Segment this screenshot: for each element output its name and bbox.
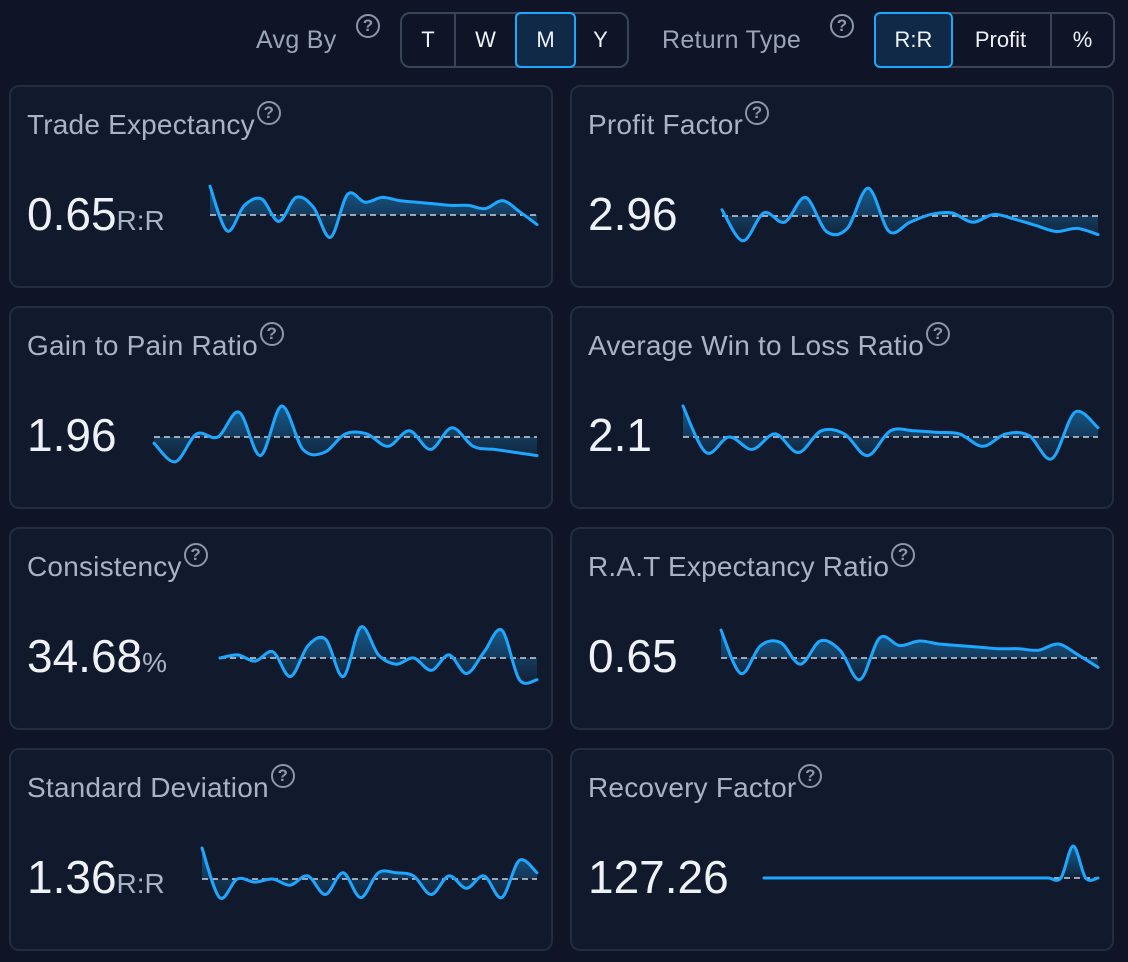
rat-expectancy-help-icon[interactable]: ? [891, 543, 916, 567]
sparkline-line [720, 186, 1100, 243]
return-type-help-icon[interactable]: ? [830, 14, 854, 38]
toolbar: Avg By ? T W M Y Return Type ? R:R Profi… [0, 0, 1128, 80]
std-dev-sparkline [200, 846, 539, 900]
card-value: 1.36R:R [27, 850, 165, 904]
card-title-text: Gain to Pain Ratio [27, 330, 258, 361]
avg-win-loss-help-icon[interactable]: ? [925, 322, 950, 346]
avg-by-label: Avg By [256, 26, 337, 54]
return-type-option-profit[interactable]: Profit [951, 14, 1052, 66]
sparkline-area [202, 848, 537, 899]
return-type-option-rr[interactable]: R:R [874, 12, 953, 68]
card-recovery-factor: Recovery Factor? 127.26 [570, 748, 1114, 951]
profit-factor-sparkline [720, 186, 1100, 243]
card-value: 1.96 [27, 408, 117, 462]
value-number: 2.1 [588, 409, 652, 461]
consistency-sparkline [218, 625, 539, 685]
value-number: 34.68 [27, 630, 143, 682]
card-trade-expectancy: Trade Expectancy? 0.65R:R [9, 85, 553, 288]
card-title: Trade Expectancy? [27, 101, 281, 141]
value-number: 1.96 [27, 409, 117, 461]
sparkline-area [721, 630, 1098, 680]
card-title: R.A.T Expectancy Ratio? [588, 543, 916, 583]
trade-expectancy-help-icon[interactable]: ? [256, 101, 281, 125]
card-rat-expectancy-ratio: R.A.T Expectancy Ratio? 0.65 [570, 527, 1114, 730]
card-title-text: Standard Deviation [27, 772, 269, 803]
sparkline-area [722, 188, 1098, 241]
card-value: 2.96 [588, 187, 678, 241]
card-title-text: Consistency [27, 551, 182, 582]
rat-expectancy-sparkline [719, 628, 1100, 682]
sparkline-area [764, 846, 1098, 881]
trade-expectancy-sparkline [208, 184, 539, 239]
return-type-label: Return Type [662, 26, 802, 54]
avg-by-help-icon[interactable]: ? [356, 14, 380, 38]
card-value: 0.65 [588, 629, 678, 683]
recovery-factor-help-icon[interactable]: ? [798, 764, 823, 788]
value-number: 0.65 [588, 630, 678, 682]
card-standard-deviation: Standard Deviation? 1.36R:R [9, 748, 553, 951]
card-title-text: Recovery Factor [588, 772, 797, 803]
std-dev-help-icon[interactable]: ? [270, 764, 295, 788]
card-value: 34.68% [27, 629, 167, 683]
avg-by-option-y[interactable]: Y [593, 27, 608, 52]
value-number: 0.65 [27, 188, 117, 240]
value-number: 2.96 [588, 188, 678, 240]
card-title-text: R.A.T Expectancy Ratio [588, 551, 890, 582]
sparkline-line [200, 846, 539, 900]
card-title: Standard Deviation? [27, 764, 295, 804]
sparkline-line [218, 625, 539, 685]
card-value: 2.1 [588, 408, 652, 462]
value-unit: R:R [116, 205, 165, 236]
value-number: 1.36 [27, 851, 117, 903]
sparkline-line [719, 628, 1100, 682]
card-title-text: Profit Factor [588, 109, 744, 140]
card-title-text: Trade Expectancy [27, 109, 255, 140]
card-gain-to-pain-ratio: Gain to Pain Ratio? 1.96 [9, 306, 553, 509]
recovery-factor-sparkline [762, 844, 1100, 882]
sparkline-line [152, 404, 539, 464]
return-type-segmented-control: R:R Profit % [874, 12, 1115, 68]
avg-by-option-m[interactable]: M [515, 12, 576, 68]
avg-win-loss-sparkline [681, 404, 1100, 461]
gain-to-pain-sparkline [152, 404, 539, 464]
card-consistency: Consistency? 34.68% [9, 527, 553, 730]
value-number: 127.26 [588, 851, 729, 903]
avg-by-option-t[interactable]: T [402, 14, 456, 66]
sparkline-area [210, 186, 537, 238]
card-profit-factor: Profit Factor? 2.96 [570, 85, 1114, 288]
sparkline-line [208, 184, 539, 239]
card-average-win-to-loss-ratio: Average Win to Loss Ratio? 2.1 [570, 306, 1114, 509]
avg-by-segmented-control: T W M Y [400, 12, 629, 68]
return-type-option-percent[interactable]: % [1072, 27, 1093, 52]
value-unit: % [142, 647, 168, 678]
card-title: Average Win to Loss Ratio? [588, 322, 950, 362]
card-title: Profit Factor? [588, 101, 770, 141]
avg-by-option-w[interactable]: W [456, 14, 517, 66]
card-value: 0.65R:R [27, 187, 165, 241]
sparkline-line [762, 844, 1100, 882]
card-title-text: Average Win to Loss Ratio [588, 330, 924, 361]
card-value: 127.26 [588, 850, 729, 904]
consistency-help-icon[interactable]: ? [183, 543, 208, 567]
card-title: Recovery Factor? [588, 764, 823, 804]
sparkline-line [681, 404, 1100, 461]
gain-to-pain-help-icon[interactable]: ? [259, 322, 284, 346]
value-unit: R:R [116, 868, 165, 899]
card-title: Gain to Pain Ratio? [27, 322, 284, 362]
card-title: Consistency? [27, 543, 208, 583]
profit-factor-help-icon[interactable]: ? [745, 101, 770, 125]
